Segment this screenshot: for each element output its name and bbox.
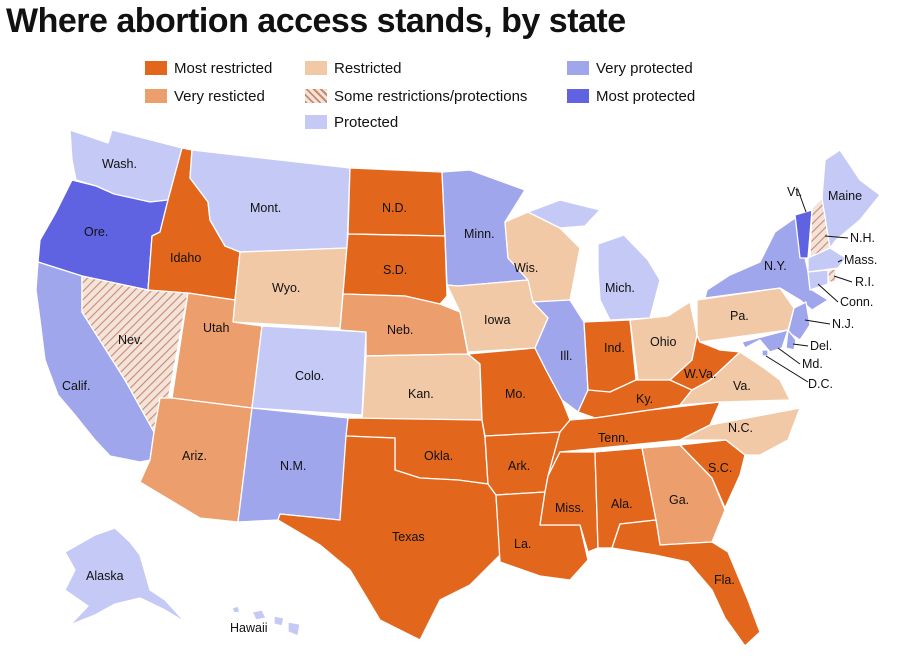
leader-line — [817, 283, 839, 303]
state-label-ne: Neb. — [387, 323, 413, 337]
legend-swatch — [567, 61, 589, 75]
leader-line — [833, 275, 853, 283]
state-label-az: Ariz. — [182, 449, 207, 463]
leader-line — [777, 347, 801, 365]
state-label-ak: Alaska — [86, 569, 124, 583]
state-label-nv: Nev. — [118, 333, 143, 347]
legend-label: Most protected — [596, 87, 696, 105]
legend-item-restricted: Restricted — [305, 57, 402, 79]
state-label-nd: N.D. — [382, 201, 407, 215]
state-label-wi: Wis. — [514, 261, 538, 275]
legend-swatch — [305, 61, 327, 75]
state-tx — [277, 435, 501, 641]
legend-item-very-restricted: Very resticted — [145, 85, 265, 107]
state-label-mn: Minn. — [464, 227, 495, 241]
state-label-sd: S.D. — [383, 263, 407, 277]
legend-swatch — [305, 115, 327, 129]
state-ma — [807, 247, 847, 273]
state-label-co: Colo. — [295, 369, 324, 383]
state-label-id: Idaho — [170, 251, 201, 265]
state-label-va: Va. — [733, 379, 751, 393]
state-label-ct: Conn. — [840, 295, 873, 309]
state-label-mt: Mont. — [250, 201, 281, 215]
state-fl — [611, 519, 761, 647]
state-wv — [669, 334, 741, 391]
leader-line — [824, 235, 849, 239]
leader-line — [837, 259, 843, 263]
state-label-hi: Hawaii — [230, 621, 268, 635]
state-label-wy: Wyo. — [272, 281, 300, 295]
state-label-fl: Fla. — [714, 573, 735, 587]
state-label-md: Md. — [802, 357, 823, 371]
state-label-ma: Mass. — [844, 253, 877, 267]
legend-item-some-restrictions: Some restrictions/protections — [305, 85, 527, 107]
legend-item-most-protected: Most protected — [567, 85, 695, 107]
state-label-pa: Pa. — [730, 309, 749, 323]
state-ak — [64, 527, 186, 626]
state-label-de: Del. — [810, 339, 832, 353]
legend-label: Protected — [334, 113, 399, 131]
legend-swatch — [145, 89, 167, 103]
state-label-wa: Wash. — [102, 157, 137, 171]
legend-item-protected: Protected — [305, 111, 398, 133]
state-me — [821, 149, 881, 249]
state-label-tx: Texas — [392, 530, 425, 544]
leader-line — [765, 355, 809, 383]
state-label-ny: N.Y. — [764, 259, 787, 273]
state-label-me: Maine — [828, 189, 862, 203]
state-de — [785, 329, 797, 351]
legend-label: Most restricted — [174, 59, 273, 77]
legend-label: Restricted — [334, 59, 402, 77]
state-label-nh: N.H. — [850, 231, 875, 245]
state-label-ia: Iowa — [484, 313, 510, 327]
state-label-oh: Ohio — [650, 335, 676, 349]
state-label-nc: N.C. — [728, 421, 753, 435]
map-title: Where abortion access stands, by state — [6, 2, 626, 40]
state-label-ga: Ga. — [669, 493, 689, 507]
legend-swatch — [567, 89, 589, 103]
state-ct — [807, 269, 829, 291]
state-label-ar: Ark. — [508, 459, 530, 473]
leader-line — [797, 189, 807, 213]
state-wy — [232, 247, 348, 329]
state-nc — [679, 407, 801, 456]
state-dc — [761, 349, 769, 357]
state-label-mo: Mo. — [505, 387, 526, 401]
legend-item-most-restricted: Most restricted — [145, 57, 272, 79]
state-label-ks: Kan. — [408, 387, 434, 401]
leader-line — [792, 343, 809, 347]
legend-swatch — [305, 89, 327, 103]
state-label-il: Ill. — [560, 349, 573, 363]
state-il — [532, 299, 589, 413]
state-label-ok: Okla. — [424, 449, 453, 463]
state-label-nj: N.J. — [832, 317, 854, 331]
state-label-ms: Miss. — [555, 501, 584, 515]
state-label-ut: Utah — [203, 321, 229, 335]
legend-item-very-protected: Very protected — [567, 57, 693, 79]
legend-label: Some restrictions/protections — [334, 87, 528, 105]
legend-swatch — [145, 61, 167, 75]
state-label-vt: Vt. — [787, 185, 802, 199]
state-nj — [787, 301, 811, 341]
state-label-ca: Calif. — [62, 379, 90, 393]
state-label-or: Ore. — [84, 225, 108, 239]
state-label-ri: R.I. — [855, 275, 874, 289]
state-label-dc: D.C. — [808, 377, 833, 391]
state-label-la: La. — [514, 537, 531, 551]
state-label-sc: S.C. — [708, 461, 732, 475]
state-hi — [231, 605, 301, 637]
state-label-al: Ala. — [611, 497, 633, 511]
state-label-tn: Tenn. — [598, 431, 629, 445]
state-ri — [827, 268, 837, 283]
state-label-nm: N.M. — [280, 459, 306, 473]
state-label-in: Ind. — [604, 341, 625, 355]
legend-label: Very resticted — [174, 87, 265, 105]
state-label-wv: W.Va. — [684, 367, 716, 381]
state-label-mi: Mich. — [605, 281, 635, 295]
leader-line — [804, 319, 831, 325]
state-label-ky: Ky. — [636, 392, 653, 406]
legend-label: Very protected — [596, 59, 693, 77]
